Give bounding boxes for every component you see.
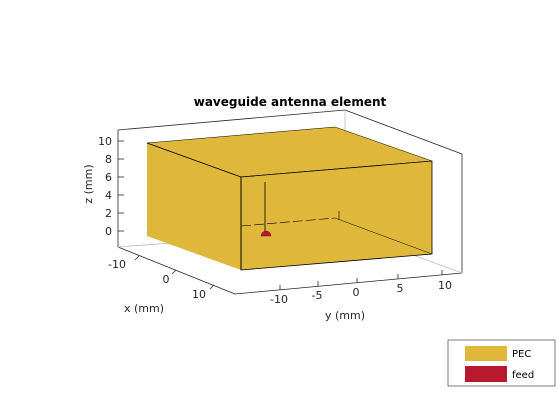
z-tick-8: 8 — [105, 153, 112, 166]
x-axis-line — [117, 246, 236, 295]
x-axis-label: x (mm) — [124, 302, 164, 315]
z-axis-label: z (mm) — [82, 164, 95, 203]
feed-point — [260, 230, 272, 237]
y-tick-marks — [279, 270, 443, 290]
legend-label-feed: feed — [512, 370, 534, 381]
waveguide-inner-line — [240, 217, 336, 227]
x-tick-marks — [134, 255, 215, 290]
y-tick-5: 5 — [397, 282, 404, 295]
z-tick-4: 4 — [105, 189, 112, 202]
y-tick-neg5: -5 — [312, 289, 323, 302]
y-tick-10: 10 — [438, 279, 452, 292]
z-tick-10: 10 — [98, 135, 112, 148]
z-tick-0: 0 — [105, 225, 112, 238]
waveguide-front-face — [240, 160, 433, 271]
waveguide-edge — [146, 142, 242, 178]
z-tick-6: 6 — [105, 171, 112, 184]
z-tick-2: 2 — [105, 207, 112, 220]
legend-swatch-pec — [465, 346, 507, 361]
z-ticks — [118, 140, 124, 232]
legend-label-pec: PEC — [512, 349, 531, 360]
waveguide-body — [146, 126, 433, 271]
plot-title: waveguide antenna element — [194, 95, 387, 109]
legend-swatch-feed — [465, 366, 507, 382]
y-axis-label: y (mm) — [325, 309, 365, 322]
y-tick-neg10: -10 — [270, 293, 288, 306]
legend: PEC feed — [447, 339, 556, 387]
x-tick-0: 0 — [163, 273, 170, 286]
waveguide-side-face — [147, 143, 241, 270]
y-axis-line — [234, 272, 463, 295]
y-tick-0: 0 — [353, 286, 360, 299]
x-tick-10: 10 — [192, 288, 206, 301]
right-top-edge — [344, 109, 463, 155]
back-top-edge — [117, 109, 346, 131]
waveguide-inner-diagonal — [334, 217, 433, 255]
x-tick-neg10: -10 — [108, 258, 126, 271]
